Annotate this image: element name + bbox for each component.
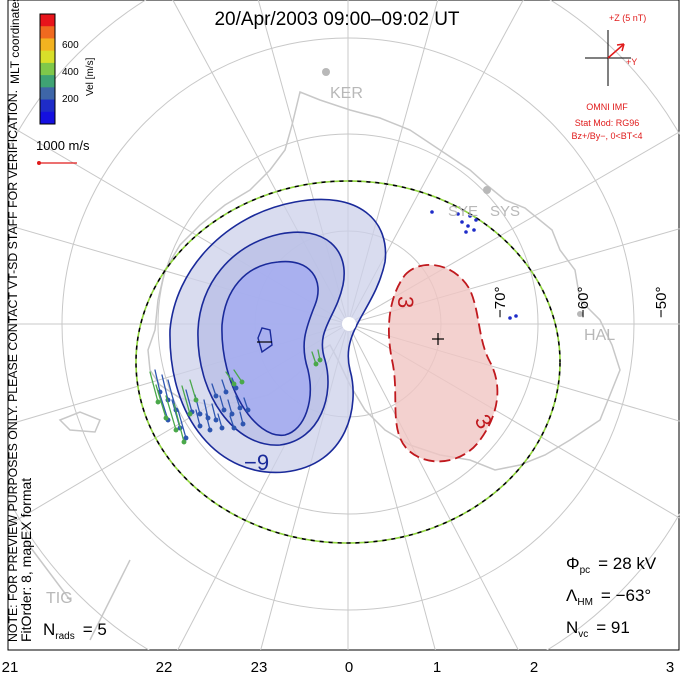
imf-model: Stat Mod: RG96	[575, 118, 640, 128]
colorbar-cell	[40, 62, 55, 76]
imf-vector	[607, 43, 625, 59]
colorbar-cell	[40, 75, 55, 88]
imf-source: OMNI IMF	[586, 102, 628, 112]
nrads-stat: Nrads = 5	[43, 620, 107, 642]
colorbar-cell	[40, 38, 55, 52]
velocity-vectors	[149, 210, 518, 445]
reference-vector-label: 1000 m/s	[36, 138, 90, 153]
svg-text:Nvc= 91: Nvc = 91	[566, 618, 630, 640]
station-markers	[322, 68, 583, 317]
lat-label-60: −60°	[575, 287, 592, 318]
negative-cell-inner	[221, 260, 319, 436]
imf-z-label: +Z (5 nT)	[609, 13, 646, 23]
continent-outline	[147, 90, 621, 471]
svg-text:ΛHM= −63°: ΛHM = −63°	[566, 586, 651, 608]
lambda-hm-stat: ΛHM = −63°	[566, 586, 651, 608]
negative-cell-core	[257, 327, 273, 354]
colorbar-tick-400: 400	[62, 67, 79, 78]
colorbar-tick-600: 600	[62, 40, 79, 51]
colorbar-tick-200: 200	[62, 94, 79, 105]
colorbar-cell	[40, 87, 55, 101]
colorbar-cell	[40, 26, 55, 39]
mlt-tick-1: 1	[433, 659, 441, 674]
nvc-stat: Nvc = 91	[566, 618, 630, 640]
contour-label-negative: −9	[244, 450, 269, 475]
colorbar-title: Vel [m/s]	[85, 57, 96, 96]
mlt-tick-0: 0	[345, 659, 353, 674]
imf-condition: Bz+/By−, 0<BT<4	[571, 131, 642, 141]
positive-cell	[387, 263, 499, 463]
fit-order-label: FitOrder: 8, mapEX format	[18, 478, 34, 642]
coordinate-system-label: MLT coordinates	[8, 0, 22, 84]
velocity-colorbar: 600 400 200 Vel [m/s]	[39, 13, 96, 125]
peninsula-outline	[24, 411, 131, 641]
mlt-tick-22: 22	[156, 659, 173, 674]
pole-marker	[342, 317, 356, 331]
mlt-tick-23: 23	[251, 659, 268, 674]
phi-pc-stat: Φpc = 28 kV	[566, 554, 657, 576]
mlt-tick-21: 21	[2, 659, 19, 674]
station-label-tig: TIG	[46, 590, 73, 607]
hm-boundary-green	[135, 180, 561, 544]
station-label-hal: HAL	[584, 327, 615, 344]
imf-y-label: +Y	[626, 57, 637, 67]
svg-text:Nrads= 5: Nrads = 5	[43, 620, 107, 642]
station-label-ker: KER	[330, 85, 363, 102]
mlt-tick-3: 3	[666, 659, 674, 674]
mlt-tick-2: 2	[530, 659, 538, 674]
preview-watermark: NOTE: FOR PREVIEW PURPOSES ONLY. PLEASE …	[6, 90, 20, 642]
station-label-sys: SYS	[490, 203, 520, 220]
svg-text:Φpc= 28 kV: Φpc = 28 kV	[566, 554, 657, 576]
colorbar-cell	[40, 111, 55, 125]
contour-label-positive-top: 3	[393, 296, 418, 308]
colorbar-cell	[40, 50, 55, 64]
mlt-axis: 21 22 23 0 1 2 3	[2, 659, 675, 674]
lat-label-70: −70°	[492, 287, 509, 318]
imf-indicator: +Z (5 nT) +Y OMNI IMF Stat Mod: RG96 Bz+…	[571, 13, 646, 141]
reference-vector-dot	[37, 161, 41, 165]
colorbar-cell	[40, 99, 55, 113]
colorbar-cell	[40, 14, 55, 27]
lat-label-50: −50°	[653, 287, 670, 318]
station-label-sye: SYE	[448, 203, 478, 220]
map-title: 20/Apr/2003 09:00–09:02 UT	[214, 9, 459, 30]
